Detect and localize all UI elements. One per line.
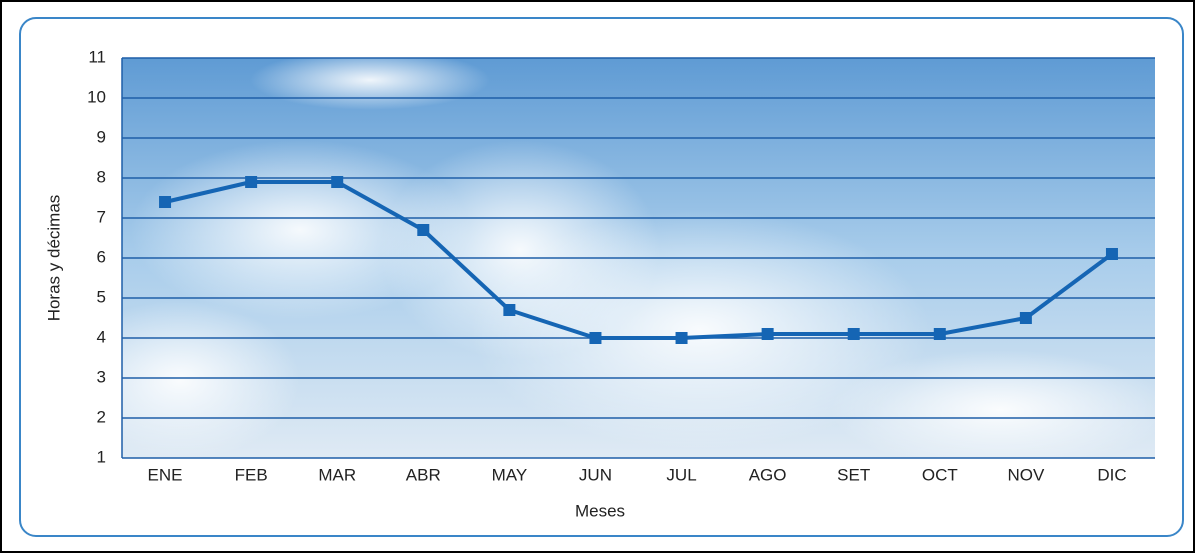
x-tick-label: AGO — [749, 465, 787, 484]
marker — [589, 332, 601, 344]
x-tick-label: MAR — [318, 465, 356, 484]
page: Horas y décimas Meses 1 2 3 4 5 6 7 8 9 10 11 ENE FE… — [0, 0, 1195, 553]
plot-background — [60, 50, 1170, 470]
marker — [1020, 312, 1032, 324]
x-tick-label: MAY — [492, 465, 528, 484]
x-tick-label: DIC — [1097, 465, 1126, 484]
marker — [159, 196, 171, 208]
y-tick-label: 11 — [88, 47, 106, 66]
y-axis-label: Horas y décimas — [44, 195, 63, 322]
marker — [676, 332, 688, 344]
x-tick-label: NOV — [1007, 465, 1045, 484]
marker — [934, 328, 946, 340]
x-tick-label: ENE — [148, 465, 183, 484]
y-tick-label: 7 — [97, 207, 106, 226]
y-tick-label: 8 — [97, 167, 106, 186]
x-axis-label: Meses — [575, 501, 625, 520]
x-tick-label: JUN — [579, 465, 612, 484]
y-tick-label: 9 — [97, 127, 106, 146]
y-tick-label: 6 — [97, 247, 106, 266]
marker — [848, 328, 860, 340]
x-tick-label: FEB — [235, 465, 268, 484]
y-tick-label: 3 — [97, 367, 106, 386]
marker — [331, 176, 343, 188]
x-tick-label: OCT — [922, 465, 958, 484]
y-tick-label: 2 — [97, 407, 106, 426]
marker — [417, 224, 429, 236]
x-tick-label: ABR — [406, 465, 441, 484]
x-tick-label: SET — [837, 465, 870, 484]
marker — [762, 328, 774, 340]
marker — [245, 176, 257, 188]
x-tick-label: JUL — [666, 465, 696, 484]
y-tick-label: 4 — [97, 327, 106, 346]
y-tick-label: 5 — [97, 287, 106, 306]
marker — [1106, 248, 1118, 260]
chart: Horas y décimas Meses 1 2 3 4 5 6 7 8 9 10 11 ENE FE… — [0, 0, 1195, 553]
y-tick-label: 10 — [87, 87, 106, 106]
marker — [503, 304, 515, 316]
y-tick-label: 1 — [97, 447, 106, 466]
